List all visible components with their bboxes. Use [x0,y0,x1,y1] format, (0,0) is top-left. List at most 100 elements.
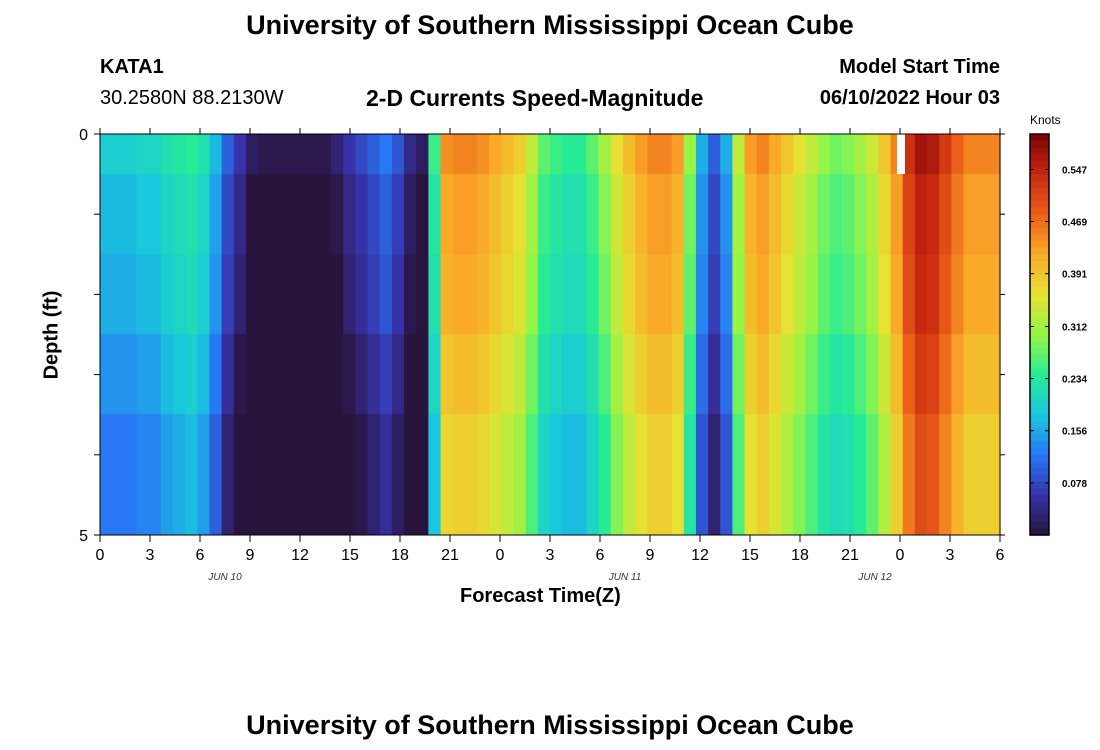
heatmap-cell [866,494,879,535]
heatmap-cell [112,334,125,414]
heatmap-cell [428,134,442,174]
heatmap-cell [768,334,782,414]
colorbar-segment [1030,341,1049,349]
heatmap-cell [939,494,952,535]
colorbar-segment [1030,381,1049,389]
colorbar-segment [1030,468,1049,476]
heatmap-cell [854,494,867,535]
heatmap-cell [817,254,831,334]
heatmap-cell [172,414,186,494]
heatmap-cell [343,334,356,414]
heatmap-cell [647,254,661,334]
heatmap-cell [452,334,466,414]
colorbar-segment [1030,267,1049,275]
heatmap-cell [732,174,746,254]
heatmap-cell [671,414,685,494]
heatmap-cell [355,254,369,334]
heatmap-cell [124,414,138,494]
heatmap-cell [708,414,721,494]
heatmap-cell [197,254,211,334]
colorbar-segment [1030,387,1049,396]
colorbar-segment [1030,461,1049,469]
heatmap-cell [452,494,466,535]
heatmap-cell [245,414,259,494]
colorbar-unit: Knots [1030,113,1061,127]
heatmap-cell [221,414,235,494]
heatmap-cell [963,414,977,494]
colorbar-segment [1030,294,1049,302]
colorbar-segment [1030,428,1049,436]
heatmap-cell [306,414,320,494]
heatmap-cell [270,134,284,174]
heatmap-cell [562,414,575,494]
heatmap-cell [282,174,296,254]
heatmap-cell [343,254,356,334]
heatmap-cell [282,414,296,494]
heatmap-cell [100,494,113,535]
heatmap-cell [744,414,758,494]
heatmap-cell [416,494,429,535]
heatmap-cell [233,174,247,254]
heatmap-cell [464,334,478,414]
heatmap-cell [975,134,989,174]
heatmap-cell [768,254,782,334]
heatmap-cell [975,174,989,254]
heatmap-cell [720,174,734,254]
colorbar-segment [1030,200,1049,209]
heatmap-cell [781,334,794,414]
heatmap-cell [756,414,770,494]
heatmap-cell [574,134,588,174]
heatmap-cell [927,494,940,535]
heatmap-cell [136,134,150,174]
heatmap-cell [805,334,819,414]
heatmap-cell [501,494,515,535]
heatmap-cell [489,134,502,174]
heatmap-cell [939,134,952,174]
heatmap-cell [550,134,563,174]
heatmap-cell [404,174,417,254]
heatmap-cell [951,134,965,174]
heatmap-cell [963,254,977,334]
colorbar-tick-label: 0.156 [1062,427,1087,438]
heatmap-cell [477,414,490,494]
heatmap-cell [124,334,138,414]
heatmap-cell [428,414,442,494]
heatmap-cell [768,414,782,494]
heatmap-cell [379,414,393,494]
heatmap-cell [671,254,685,334]
heatmap-cell [331,414,344,494]
heatmap-cell [610,414,624,494]
colorbar-segment [1030,314,1049,322]
heatmap-cell [245,494,259,535]
heatmap-cell [890,254,904,334]
heatmap-cell [258,414,271,494]
heatmap-cell [513,254,527,334]
colorbar-segment [1030,347,1049,356]
model-start-label: Model Start Time [839,56,1000,78]
heatmap-cell [404,334,417,414]
heatmap-cell [902,174,916,254]
heatmap-cell [489,174,502,254]
heatmap-cell [379,334,393,414]
heatmap-cell [100,334,113,414]
heatmap-cell [197,134,211,174]
heatmap-cell [233,494,247,535]
heatmap-cell [683,334,697,414]
heatmap-cell [489,334,502,414]
heatmap-cell [939,254,952,334]
heatmap-cell [708,134,721,174]
heatmap-cell [768,134,782,174]
heatmap-cell [100,254,113,334]
heatmap-cell [671,334,685,414]
heatmap-cell [391,254,405,334]
heatmap-cell [987,414,1001,494]
x-axis-label: Forecast Time(Z) [460,585,621,607]
colorbar-segment [1030,367,1049,376]
heatmap-cell [586,174,600,254]
colorbar-segment [1030,287,1049,295]
colorbar-segment [1030,274,1049,282]
heatmap-cell [598,334,612,414]
heatmap-cell [160,334,174,414]
heatmap-cell [477,494,490,535]
